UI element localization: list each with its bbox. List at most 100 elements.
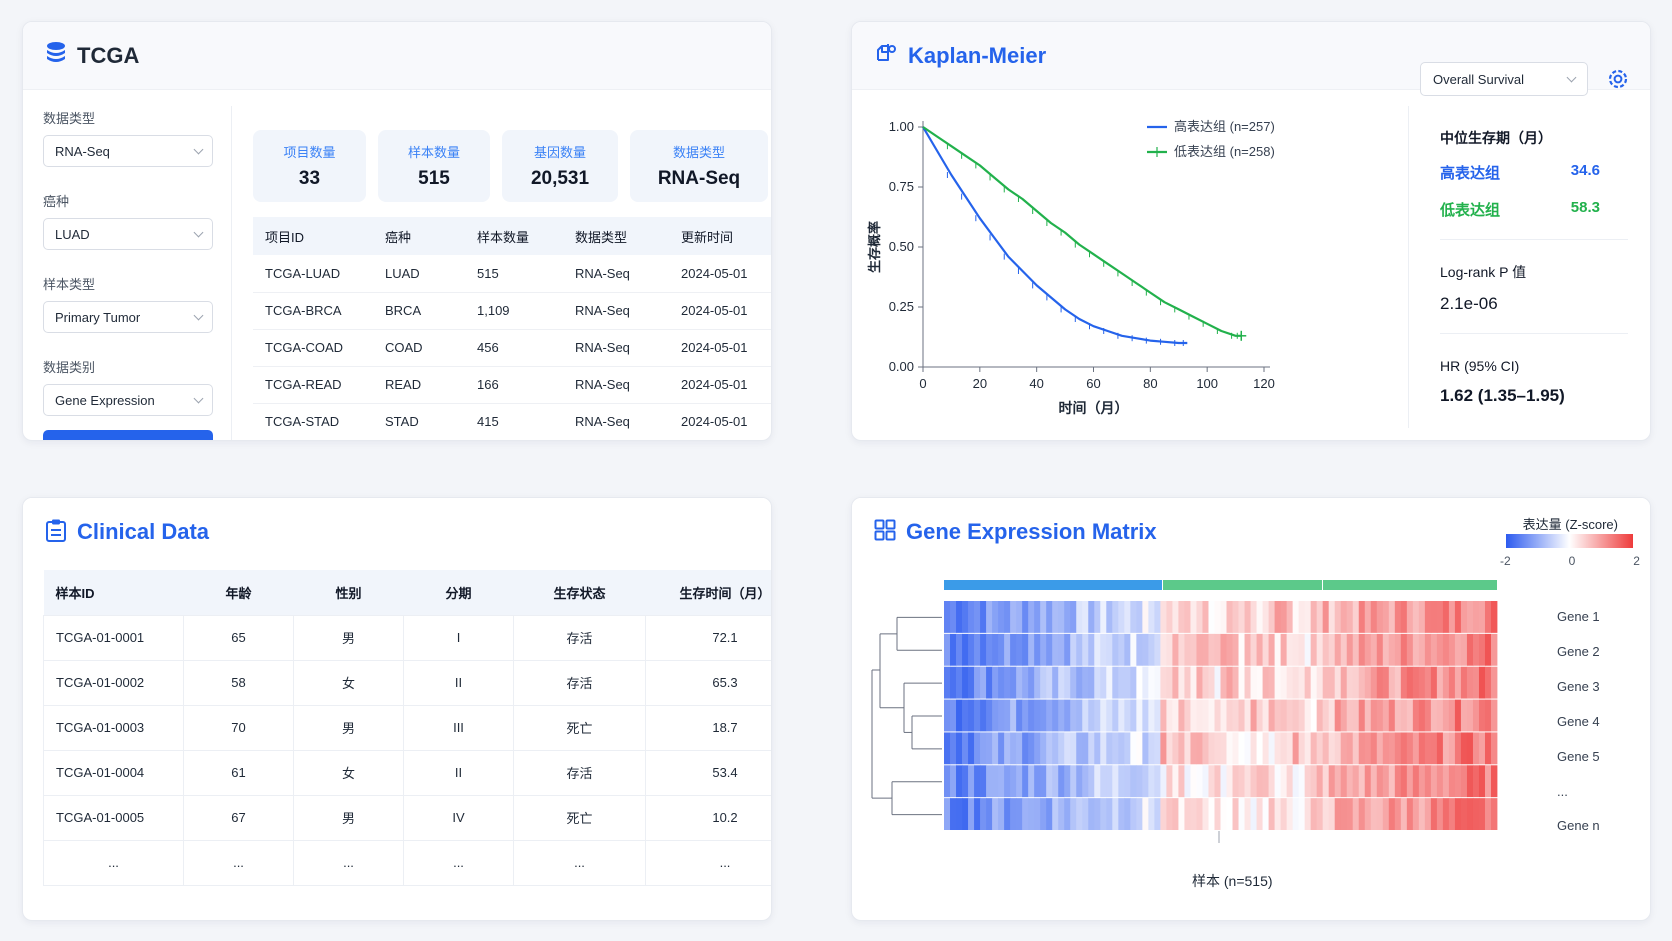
- heatmap-cell: [1238, 601, 1245, 633]
- table-row[interactable]: TCGA-01-0004 61 女 II 存活 53.4: [43, 749, 771, 796]
- heatmap-cell: [1196, 633, 1203, 666]
- heatmap-cell: [1478, 699, 1486, 732]
- data-category-select[interactable]: Gene Expression: [43, 384, 213, 416]
- heatmap-cell: [1280, 666, 1288, 699]
- filter-label-category: 数据类别: [43, 360, 96, 375]
- table-row[interactable]: TCGA-01-0002 58 女 II 存活 65.3: [43, 659, 771, 706]
- cell: 70: [183, 704, 294, 751]
- cell: III: [403, 704, 514, 751]
- sample-type-select[interactable]: Primary Tumor: [43, 301, 213, 333]
- heatmap-cell: [1364, 798, 1372, 830]
- table-row[interactable]: TCGA-STAD STAD 415 RNA-Seq 2024-05-01: [253, 403, 771, 440]
- col-header[interactable]: 项目ID: [253, 217, 373, 255]
- stat-label: 基因数量: [533, 145, 586, 160]
- heatmap-cell: [1298, 765, 1306, 798]
- col-header[interactable]: 数据类型: [563, 217, 669, 255]
- heatmap-cell: [1010, 765, 1017, 798]
- heatmap-cell: [1082, 699, 1089, 732]
- heatmap-cell: [1400, 798, 1408, 830]
- heatmap-cell: [1262, 798, 1269, 830]
- heatmap-cell: [1184, 601, 1191, 633]
- col-header[interactable]: 癌种: [373, 217, 465, 255]
- heatmap-cell: [1118, 798, 1125, 830]
- status-cell: 存活: [513, 749, 646, 796]
- heatmap-cell: [962, 633, 969, 666]
- col-header[interactable]: 分期: [403, 570, 514, 615]
- heatmap-cell: [1094, 765, 1101, 798]
- heatmap-cell: [1022, 765, 1029, 798]
- query-button[interactable]: 查询: [43, 430, 213, 440]
- heatmap-cell: [1064, 666, 1071, 699]
- col-header[interactable]: 性别: [293, 570, 404, 615]
- heatmap-cell: [1166, 732, 1173, 765]
- heatmap-cell: [1004, 601, 1011, 633]
- cell: 女: [293, 749, 404, 796]
- heatmap-cell: [1430, 601, 1438, 633]
- heatmap-cell: [1034, 798, 1041, 830]
- col-header[interactable]: 生存状态: [513, 570, 646, 615]
- heatmap-cell: [1244, 699, 1251, 732]
- heatmap-cell: [1010, 601, 1017, 633]
- heatmap-cell: [1178, 633, 1185, 666]
- heatmap-cell: [1346, 798, 1354, 830]
- heatmap-cell: [950, 699, 957, 732]
- col-header[interactable]: 生存时间（月）: [645, 570, 771, 615]
- heatmap-cell: [1016, 798, 1023, 830]
- table-header-row: 项目ID 癌种 样本数量 数据类型 更新时间: [253, 217, 771, 255]
- data-type-select[interactable]: RNA-Seq: [43, 135, 213, 167]
- heatmap-cell: [1226, 765, 1233, 798]
- heatmap-cell: [1034, 601, 1041, 633]
- heatmap-cell: [1106, 633, 1113, 666]
- table-row[interactable]: TCGA-LUAD LUAD 515 RNA-Seq 2024-05-01: [253, 255, 771, 293]
- heatmap-cell: [1040, 765, 1047, 798]
- heatmap-cell: [1358, 732, 1366, 765]
- heatmap-cell: [956, 765, 963, 798]
- heatmap-cell: [1208, 732, 1215, 765]
- heatmap-cell: [1286, 699, 1294, 732]
- table-row[interactable]: TCGA-01-0003 70 男 III 死亡 18.7: [43, 704, 771, 751]
- gear-icon[interactable]: [1606, 67, 1630, 91]
- table-row[interactable]: TCGA-COAD COAD 456 RNA-Seq 2024-05-01: [253, 329, 771, 367]
- heatmap-cell: [1400, 601, 1408, 633]
- col-header[interactable]: 样本数量: [465, 217, 563, 255]
- heatmap-cell: [1196, 666, 1203, 699]
- heatmap-cell: [974, 699, 981, 732]
- gene-label: Gene 1: [1557, 609, 1600, 624]
- cell: 166: [465, 366, 563, 404]
- heatmap-cell: [1292, 601, 1300, 633]
- heatmap-cell: [950, 798, 957, 830]
- heatmap-cell: [1052, 798, 1059, 830]
- heatmap-cell: [1226, 732, 1233, 765]
- filter-panel: 数据类型 RNA-Seq 癌种 LUAD 样本类型 Primary Tumor …: [43, 108, 213, 440]
- heatmap-cell: [1124, 601, 1131, 633]
- heatmap-cell: [1070, 765, 1077, 798]
- cell: COAD: [373, 329, 465, 367]
- heatmap-cell: [1154, 732, 1161, 765]
- cancer-type-select[interactable]: LUAD: [43, 218, 213, 250]
- table-row[interactable]: TCGA-READ READ 166 RNA-Seq 2024-05-01: [253, 366, 771, 404]
- heatmap-cell: [1328, 666, 1336, 699]
- col-header[interactable]: 年龄: [183, 570, 294, 615]
- heatmap-cell: [1262, 732, 1269, 765]
- table-row[interactable]: TCGA-01-0001 65 男 I 存活 72.1: [43, 614, 771, 661]
- heatmap-cell: [1322, 666, 1330, 699]
- y-axis-title: 生存概率: [867, 221, 882, 273]
- col-header[interactable]: 更新时间: [669, 217, 771, 255]
- survival-type-select[interactable]: Overall Survival: [1420, 62, 1588, 96]
- heatmap-cell: [956, 699, 963, 732]
- table-row[interactable]: ..................: [43, 839, 771, 886]
- table-row[interactable]: TCGA-BRCA BRCA 1,109 RNA-Seq 2024-05-01: [253, 292, 771, 330]
- heatmap-cell: [1352, 633, 1360, 666]
- heatmap-cell: [1148, 633, 1155, 666]
- high-group-value: 34.6: [1570, 162, 1600, 179]
- heatmap-cell: [1058, 765, 1065, 798]
- heatmap-cell: [1064, 699, 1071, 732]
- heatmap-cell: [974, 601, 981, 633]
- heatmap-cell: [1094, 699, 1101, 732]
- heatmap-cell: [1106, 798, 1113, 830]
- heatmap-cell: [1352, 765, 1360, 798]
- heatmap-cell: [1364, 633, 1372, 666]
- cell: RNA-Seq: [563, 255, 669, 293]
- table-row[interactable]: TCGA-01-0005 67 男 IV 死亡 10.2: [43, 794, 771, 841]
- col-header[interactable]: 样本ID: [43, 570, 184, 615]
